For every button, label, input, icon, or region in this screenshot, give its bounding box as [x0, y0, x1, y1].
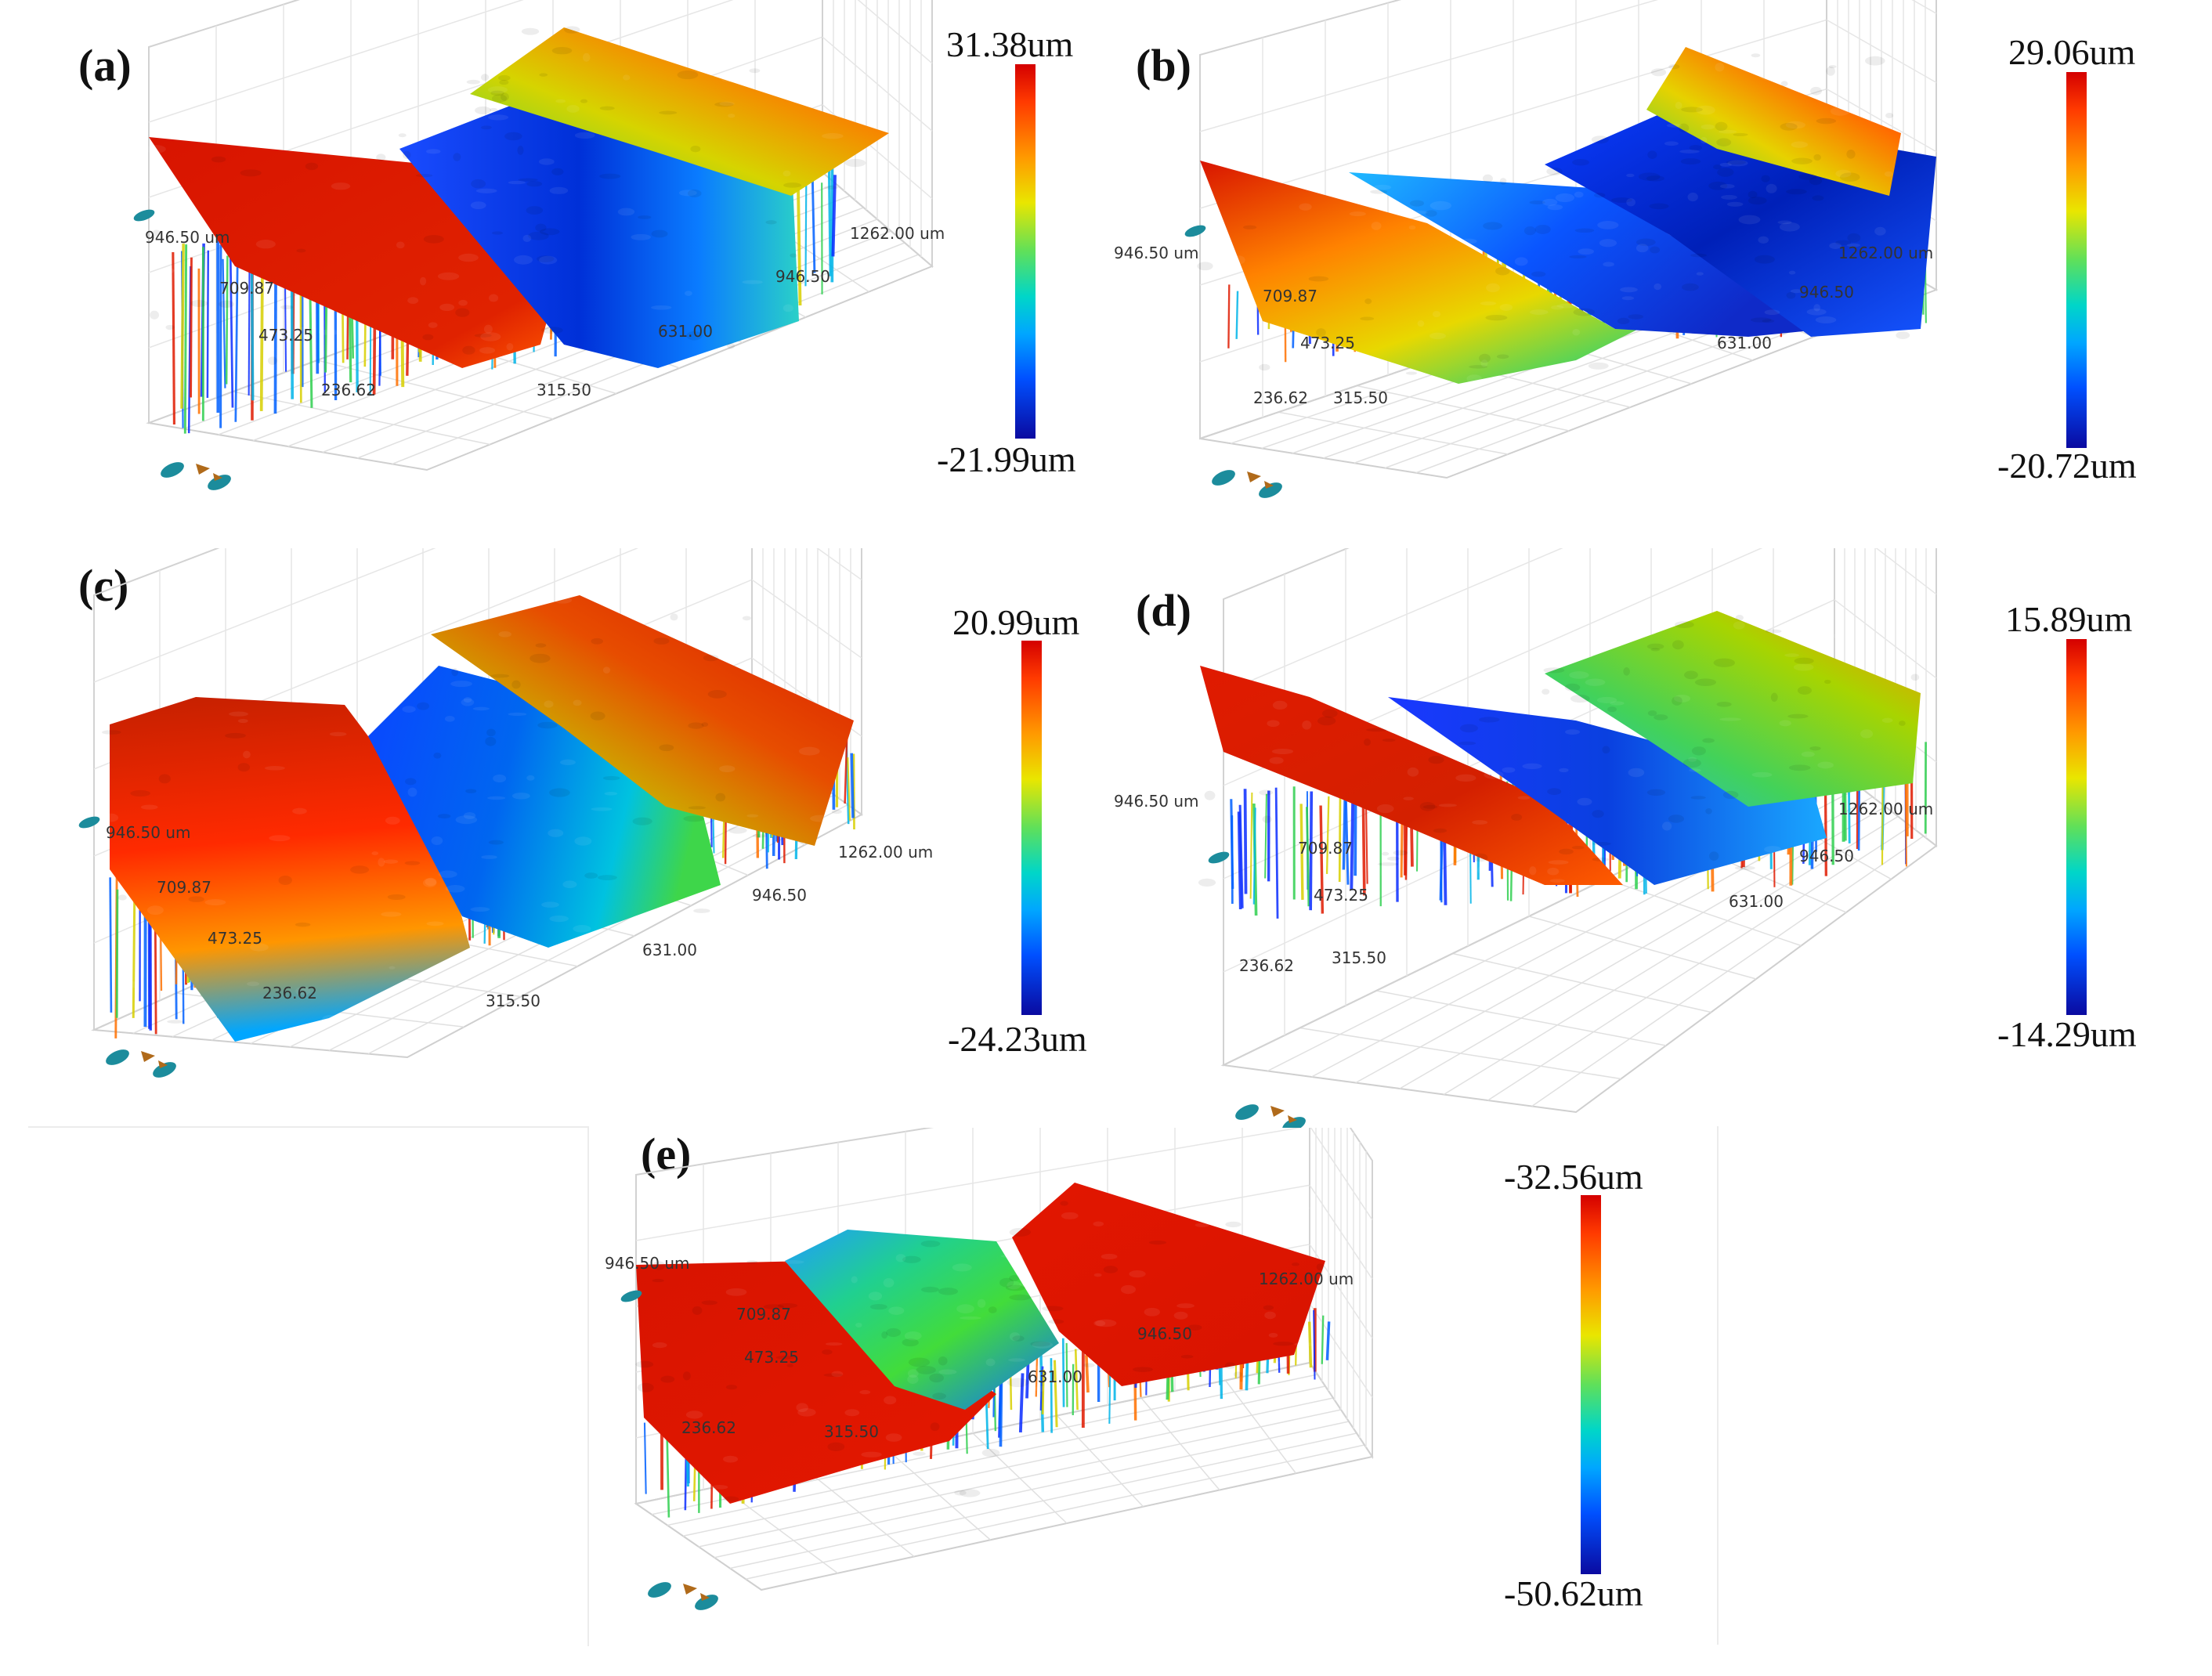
orientation-icon	[620, 1290, 718, 1610]
colorbar	[1581, 1195, 1601, 1574]
y-tick-label: 709.87	[157, 878, 211, 897]
y-tick-label: 946.50 um	[1114, 244, 1199, 262]
surface-plot: 946.50 um 709.87 473.25 236.62 315.50 631.00 9…	[605, 1128, 1374, 1610]
colorbar	[2066, 639, 2087, 1015]
surface-plot: 946.50 um 709.87 473.25 236.62 315.50 631.00 9…	[1114, 548, 1938, 1128]
y-tick-label: 946.50 um	[145, 228, 230, 247]
panel-divider	[28, 1126, 589, 1128]
y-tick-label: 946.50 um	[106, 823, 191, 842]
y-tick-label: 236.62	[1253, 388, 1308, 407]
y-tick-label: 709.87	[1263, 287, 1317, 305]
y-tick-label: 236.62	[321, 381, 376, 399]
surface-plot: 946.50 um 709.87 473.25 236.62 315.50 631.00 9…	[78, 548, 933, 1078]
orientation-icon	[1208, 851, 1306, 1128]
panel-c: (c) 946.50 um 709.87 473.25 236.62 315.50 631…	[0, 548, 1106, 1128]
colorbar	[2066, 72, 2087, 448]
surface-texture	[1198, 608, 1920, 887]
y-tick-label: 709.87	[736, 1305, 791, 1324]
panel-label: (b)	[1136, 40, 1191, 91]
panel-d: (d) 946.50 um 709.87 473.25 236.62 315.50 631…	[1106, 548, 2212, 1128]
surface-band-1	[636, 1261, 996, 1504]
colorbar-min: -14.29um	[1997, 1014, 2137, 1054]
y-tick-label: 709.87	[219, 279, 274, 298]
x-tick-label: 1262.00 um	[1259, 1270, 1354, 1288]
surface-band-3	[1545, 611, 1921, 807]
x-tick-label: 1262.00 um	[1838, 244, 1933, 262]
surface-band-2	[1349, 172, 1827, 337]
x-tick-label: 631.00	[1729, 892, 1784, 911]
panel-e: (e) 946.50 um 709.87 473.25 236.62 315.50 631…	[589, 1128, 1717, 1645]
x-tick-label: 946.50	[1799, 283, 1854, 302]
x-tick-label: 631.00	[1028, 1367, 1083, 1386]
colorbar-max: 15.89um	[2005, 599, 2133, 639]
surface-plot: 946.50 um 709.87 473.25 236.62 315.50 631.00 9…	[1114, 0, 1939, 498]
surface-band-2	[785, 1230, 1059, 1410]
panel-label: (d)	[1136, 585, 1191, 636]
surface-texture	[146, 26, 890, 365]
y-tick-label: 236.62	[681, 1418, 736, 1437]
colorbar	[1015, 64, 1036, 439]
surface-plot: 946.50 um 709.87 473.25 236.62 315.50 631.00 9…	[133, 0, 945, 490]
y-tick-label: 473.25	[1314, 886, 1368, 905]
colorbar-min: -21.99um	[937, 439, 1076, 479]
surface-band-3	[1012, 1183, 1325, 1386]
x-tick-label: 631.00	[642, 941, 697, 959]
surface-band-1	[1200, 666, 1623, 885]
panel-label: (a)	[78, 40, 132, 91]
colorbar-max: 31.38um	[946, 24, 1074, 64]
colorbar-min: -24.23um	[948, 1019, 1087, 1059]
x-tick-label: 1262.00 um	[1838, 800, 1933, 818]
panel-b: (b) 946.50 um 709.87 473.25 236.62 315.50 631…	[1106, 0, 2212, 548]
x-tick-label: 315.50	[1332, 948, 1386, 967]
orientation-icon	[1184, 225, 1282, 498]
colorbar-min: -20.72um	[1997, 446, 2137, 486]
x-tick-label: 946.50	[1137, 1324, 1192, 1343]
x-tick-label: 631.00	[658, 322, 713, 341]
y-tick-label: 946.50 um	[605, 1254, 690, 1273]
y-tick-label: 236.62	[262, 984, 317, 1002]
colorbar-min: -50.62um	[1504, 1573, 1643, 1613]
panel-divider	[1717, 1126, 1719, 1645]
panel-divider	[587, 1128, 589, 1646]
orientation-icon	[133, 209, 231, 490]
x-tick-label: 315.50	[537, 381, 591, 399]
x-tick-label: 315.50	[824, 1422, 879, 1441]
x-tick-label: 315.50	[486, 992, 540, 1010]
surface-band-2	[1388, 697, 1827, 885]
surface-band-1	[1200, 161, 1654, 384]
x-tick-label: 1262.00 um	[838, 843, 933, 861]
y-tick-label: 473.25	[258, 326, 313, 345]
y-tick-label: 709.87	[1298, 839, 1353, 858]
y-tick-label: 236.62	[1239, 956, 1294, 975]
y-tick-label: 946.50 um	[1114, 792, 1199, 811]
surface-band-4	[1646, 47, 1901, 196]
colorbar-max: 20.99um	[952, 602, 1080, 642]
x-tick-label: 315.50	[1333, 388, 1388, 407]
panel-label: (e)	[641, 1129, 692, 1179]
surface-texture	[635, 1196, 1325, 1502]
surface-texture	[101, 595, 842, 1042]
y-tick-label: 473.25	[208, 929, 262, 948]
orientation-icon	[78, 816, 176, 1078]
colorbar	[1021, 641, 1042, 1015]
colorbar-max: -32.56um	[1504, 1157, 1643, 1197]
surface-band-1	[110, 697, 470, 1042]
colorbar-max: 29.06um	[2008, 32, 2136, 72]
x-tick-label: 1262.00 um	[850, 224, 945, 243]
y-tick-label: 473.25	[744, 1348, 799, 1367]
x-tick-label: 946.50	[775, 267, 830, 286]
y-tick-label: 473.25	[1300, 334, 1355, 352]
surface-band-3	[431, 595, 854, 846]
x-tick-label: 631.00	[1717, 334, 1772, 352]
x-tick-label: 946.50	[1799, 847, 1854, 865]
panel-a: (a) 946.50 um 709.87 473.25 236.62 315.50 631…	[0, 0, 1106, 548]
x-tick-label: 946.50	[752, 886, 807, 905]
surface-texture	[1197, 53, 1910, 383]
surface-band-3	[470, 27, 889, 196]
